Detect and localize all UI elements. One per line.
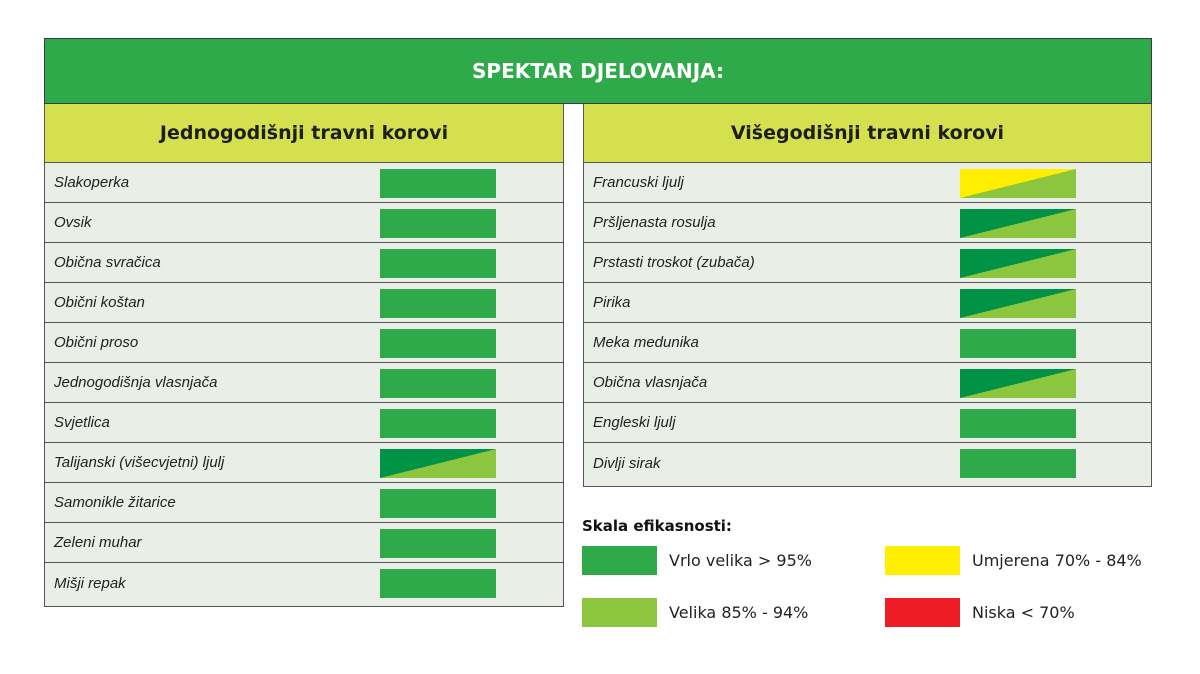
weed-row: Ovsik	[45, 203, 563, 243]
efficacy-swatch	[380, 169, 496, 198]
efficacy-swatch	[960, 409, 1076, 438]
efficacy-swatch	[960, 369, 1076, 398]
weed-row: Obična svračica	[45, 243, 563, 283]
weed-name: Obična vlasnjača	[593, 374, 708, 391]
efficacy-swatch	[380, 529, 496, 558]
perennial-weeds-panel: Višegodišnji travni korovi Francuski lju…	[583, 104, 1152, 487]
weed-row: Obični proso	[45, 323, 563, 363]
weed-row: Francuski ljulj	[584, 163, 1151, 203]
weed-name: Mišji repak	[54, 574, 126, 592]
weed-name: Talijanski (višecvjetni) ljulj	[54, 454, 225, 471]
legend-item-velika: Velika 85% - 94%	[582, 598, 808, 627]
weed-row: Prstasti troskot (zubača)	[584, 243, 1151, 283]
weed-row: Pršljenasta rosulja	[584, 203, 1151, 243]
weed-name: Prstasti troskot (zubača)	[593, 254, 755, 271]
weed-name: Samonikle žitarice	[54, 494, 176, 511]
weed-row: Slakoperka	[45, 163, 563, 203]
weed-name: Svjetlica	[54, 414, 110, 431]
efficacy-swatch	[960, 329, 1076, 358]
weed-name: Jednogodišnja vlasnjača	[54, 374, 218, 391]
perennial-weeds-heading-text: Višegodišnji travni korovi	[730, 122, 1005, 144]
efficacy-swatch	[380, 449, 496, 478]
efficacy-swatch	[960, 209, 1076, 238]
legend-item-vrlo-velika: Vrlo velika > 95%	[582, 546, 812, 575]
efficacy-swatch	[380, 209, 496, 238]
legend-label-umjerena: Umjerena 70% - 84%	[972, 551, 1142, 570]
efficacy-swatch	[380, 329, 496, 358]
weed-name: Zeleni muhar	[54, 534, 142, 551]
legend-swatch-vrlo-velika	[582, 546, 657, 575]
efficacy-swatch	[960, 169, 1076, 198]
efficacy-swatch	[380, 569, 496, 598]
weed-row: Obični koštan	[45, 283, 563, 323]
legend-swatch-velika	[582, 598, 657, 627]
weed-row: Divlji sirak	[584, 443, 1151, 483]
efficacy-swatch	[380, 409, 496, 438]
weed-name: Francuski ljulj	[593, 174, 684, 191]
annual-weeds-panel: Jednogodišnji travni korovi Slakoperka Ov…	[44, 104, 564, 607]
legend-label-niska: Niska < 70%	[972, 603, 1075, 622]
legend-swatch-niska	[885, 598, 960, 627]
annual-weeds-list: Slakoperka Ovsik Obična svračica Obični koš…	[45, 163, 563, 603]
weed-name: Slakoperka	[54, 174, 130, 191]
efficacy-swatch	[380, 249, 496, 278]
weed-name: Pršljenasta rosulja	[593, 214, 716, 231]
weed-row: Pirika	[584, 283, 1151, 323]
spectrum-banner: SPEKTAR DJELOVANJA:	[44, 38, 1152, 104]
weed-row: Svjetlica	[45, 403, 563, 443]
legend-swatch-umjerena	[885, 546, 960, 575]
weed-row: Jednogodišnja vlasnjača	[45, 363, 563, 403]
legend-label-velika: Velika 85% - 94%	[669, 603, 809, 622]
weed-row: Meka medunika	[584, 323, 1151, 363]
weed-name: Meka medunika	[593, 334, 699, 351]
efficacy-swatch	[380, 489, 496, 518]
weed-row: Mišji repak	[45, 563, 563, 603]
efficacy-swatch	[960, 289, 1076, 318]
weed-name: Obični proso	[54, 334, 139, 351]
efficacy-swatch	[380, 369, 496, 398]
weed-row: Zeleni muhar	[45, 523, 563, 563]
legend-title: Skala efikasnosti:	[582, 517, 732, 535]
perennial-weeds-list: Francuski ljulj Pršljenasta rosulja Prstas…	[584, 163, 1151, 483]
weed-row: Talijanski (višecvjetni) ljulj	[45, 443, 563, 483]
weed-name: Engleski ljulj	[593, 414, 676, 431]
weed-name: Obična svračica	[54, 254, 161, 271]
banner-title: SPEKTAR DJELOVANJA:	[472, 59, 724, 83]
weed-name: Ovsik	[54, 214, 92, 231]
efficacy-swatch	[960, 449, 1076, 478]
legend-label-vrlo-velika: Vrlo velika > 95%	[669, 551, 812, 570]
annual-weeds-heading: Jednogodišnji travni korovi	[45, 104, 563, 163]
weed-row: Engleski ljulj	[584, 403, 1151, 443]
weed-row: Samonikle žitarice	[45, 483, 563, 523]
weed-name: Divlji sirak	[593, 454, 661, 472]
efficacy-swatch	[380, 289, 496, 318]
weed-name: Pirika	[593, 294, 631, 311]
annual-weeds-heading-text: Jednogodišnji travni korovi	[159, 122, 449, 144]
legend-item-niska: Niska < 70%	[885, 598, 1075, 627]
weed-row: Obična vlasnjača	[584, 363, 1151, 403]
weed-name: Obični koštan	[54, 294, 145, 311]
efficacy-swatch	[960, 249, 1076, 278]
legend-item-umjerena: Umjerena 70% - 84%	[885, 546, 1142, 575]
perennial-weeds-heading: Višegodišnji travni korovi	[584, 104, 1151, 163]
